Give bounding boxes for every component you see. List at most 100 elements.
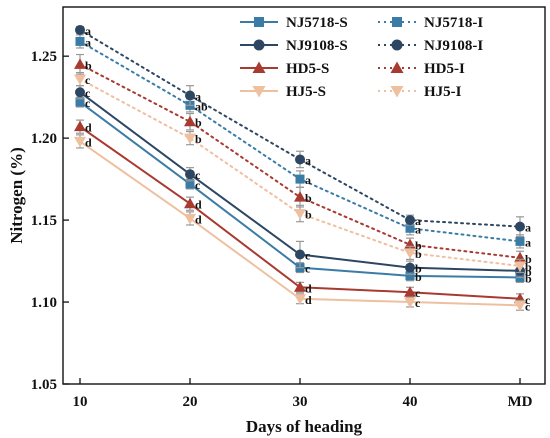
data-point [184,213,196,225]
data-point [514,300,526,312]
data-point [515,221,525,232]
significance-label: b [195,132,202,146]
significance-label: b [525,260,532,274]
significance-label: d [195,212,202,226]
series-hd5-s: ddd c c [74,119,531,307]
data-point [405,215,415,226]
significance-label: c [85,86,91,100]
legend-label: NJ9108-I [424,38,483,54]
data-point [515,236,525,246]
significance-label: b [415,262,422,276]
significance-label: b [85,58,92,72]
data-point [404,297,416,309]
legend-marker [252,61,266,73]
legend: NJ5718-S NJ9108-S HD5-S HJ5-S NJ5718-I NJ9108… [240,15,483,100]
legend-marker [253,39,265,51]
legend-label: NJ9108-S [286,38,348,54]
significance-label: c [305,249,311,263]
data-point [295,154,305,165]
legend-entry: HJ5-S [240,84,326,100]
data-point [75,36,85,46]
significance-label: b [415,239,422,253]
legend-entry: NJ5718-I [378,15,483,31]
data-point [294,294,306,305]
legend-marker [391,39,403,51]
data-point [294,191,306,202]
data-point [75,97,85,107]
axes: 1.05 1.10 1.15 1.20 1.25 10 20 30 40 MD [31,6,546,410]
legend-entry: HD5-I [378,61,465,77]
significance-label: b [195,116,202,130]
data-point [404,286,416,297]
data-point [185,169,195,180]
significance-label: c [415,296,421,310]
significance-label: b [415,247,422,261]
significance-label: a [85,24,91,38]
significance-label: b [525,265,532,279]
legend-label: NJ5718-S [286,15,348,31]
data-point [405,223,415,233]
significance-label: c [525,293,531,307]
significance-label: b [525,252,532,266]
legend-marker [392,17,402,27]
series-hj5-s: ddd c c [74,134,531,313]
legend-entry: NJ9108-I [378,38,483,54]
data-point [75,87,85,98]
legend-label: NJ5718-I [424,15,483,31]
data-point [294,209,306,220]
legend-label: HD5-I [424,61,465,77]
significance-label: a [525,221,531,235]
significance-label: a [415,222,421,236]
plot-frame [62,6,546,385]
legend-label: HD5-S [286,61,329,77]
significance-label: a [85,35,91,49]
data-point [404,248,416,259]
data-point [184,197,196,209]
y-tick-label: 1.20 [31,131,57,147]
series-line [79,28,521,228]
significance-label: c [195,178,201,192]
data-point [405,262,415,273]
legend-marker [390,86,404,98]
significance-label: b [305,191,312,205]
significance-label: b [415,270,422,284]
significance-label: ab [195,99,208,113]
y-tick-label: 1.15 [31,213,57,229]
significance-label: a [195,90,201,104]
x-tick-label: 40 [403,394,418,410]
significance-label: d [305,281,312,295]
significance-label: a [305,153,311,167]
significance-label: c [525,299,531,313]
x-tick-label: 20 [183,394,198,410]
significance-label: d [305,293,312,307]
significance-label: c [305,262,311,276]
significance-label: b [525,271,532,285]
significance-label: c [85,96,91,110]
y-tick-label: 1.05 [31,377,57,393]
significance-label: c [85,73,91,87]
legend-label: HJ5-S [286,84,326,100]
significance-label: d [85,135,92,149]
data-point [74,74,86,86]
data-point [75,24,85,35]
data-point [295,174,305,184]
legend-entry: NJ9108-S [240,38,348,54]
data-point [295,249,305,260]
data-point [514,261,526,272]
x-tick-label: 30 [293,394,308,410]
significance-label: b [305,208,312,222]
legend-marker [252,86,266,98]
y-axis-label: Nitrogen (%) [7,147,26,243]
significance-label: a [305,173,311,187]
significance-label: d [85,121,92,135]
x-tick-label: 10 [73,394,88,410]
legend-entry: NJ5718-S [240,15,348,31]
y-tick-label: 1.10 [31,295,57,311]
data-point [294,281,306,292]
legend-entry: HD5-S [240,61,329,77]
